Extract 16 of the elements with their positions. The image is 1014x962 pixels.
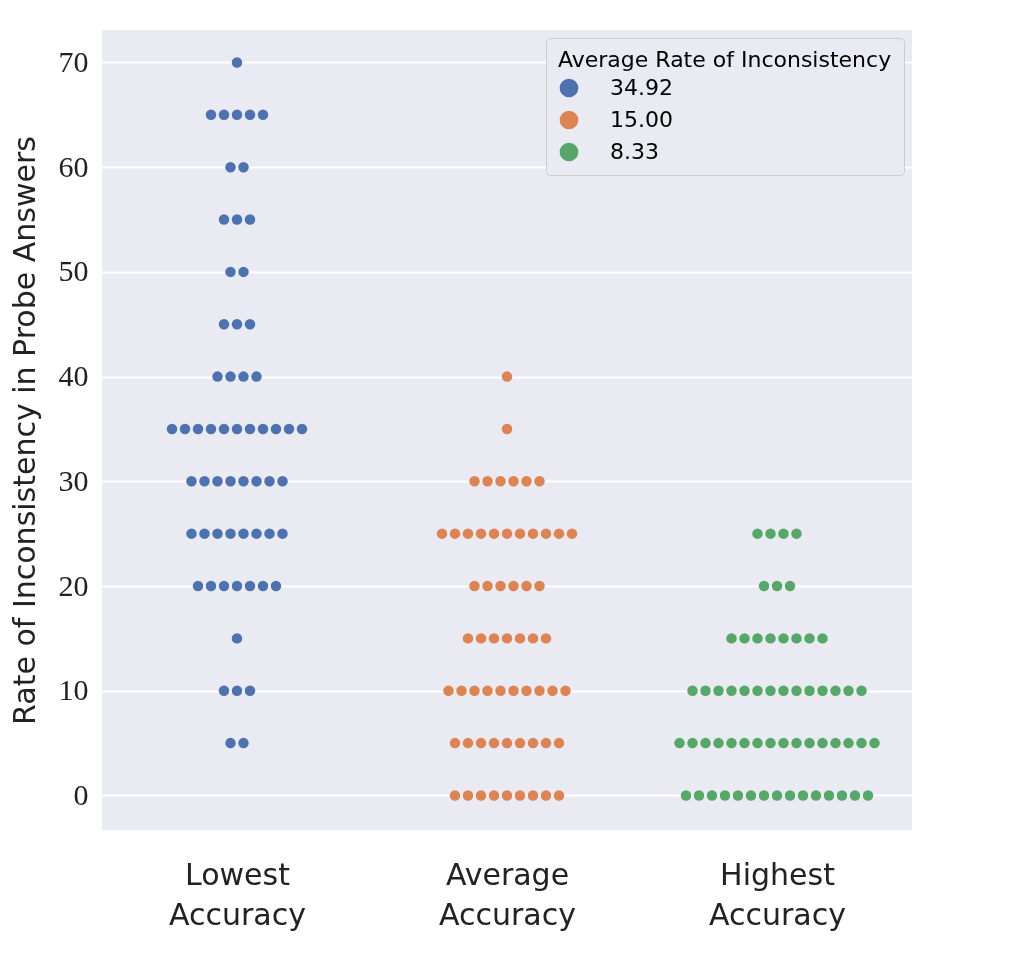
y-tick-label: 0	[73, 777, 89, 811]
legend-label: 34.92	[610, 75, 673, 100]
legend-label: 8.33	[610, 139, 659, 164]
legend-title: Average Rate of Inconsistency	[558, 47, 892, 72]
y-tick-label: 70	[58, 44, 89, 78]
y-tick-label: 40	[58, 359, 89, 393]
x-tick-label: Lowest Accuracy	[169, 856, 306, 932]
y-tick-label: 30	[58, 463, 89, 497]
x-tick-label: Highest Accuracy	[709, 856, 846, 932]
y-tick-label: 20	[58, 568, 89, 602]
y-tick-label: 50	[58, 254, 89, 288]
legend-label: 15.00	[610, 107, 673, 132]
y-axis-title: Rate of Inconsistency in Probe Answers	[6, 136, 42, 725]
x-tick-label: Average Accuracy	[439, 856, 576, 932]
y-tick-label: 10	[58, 673, 89, 707]
y-tick-label: 60	[58, 149, 89, 183]
